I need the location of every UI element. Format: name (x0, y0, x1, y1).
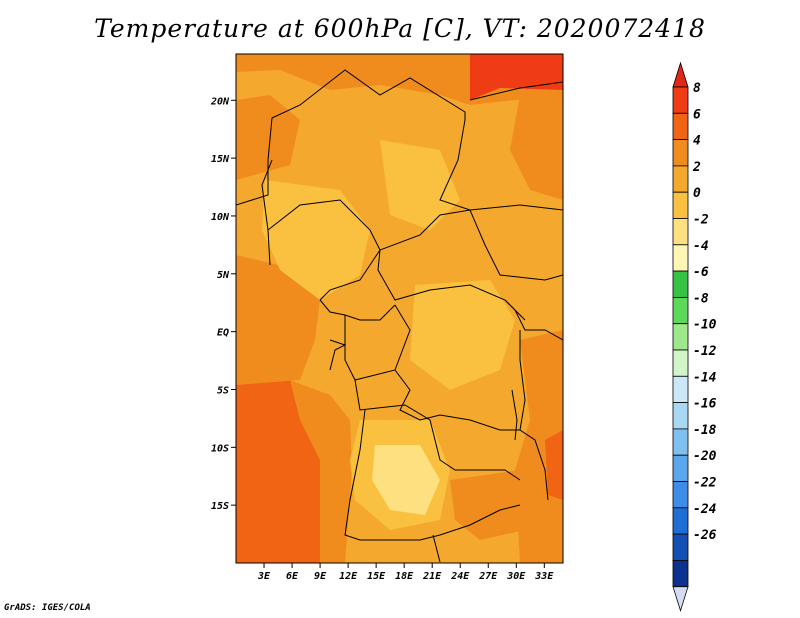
colorbar-label: -4 (693, 239, 709, 254)
colorbar-swatch (672, 375, 689, 403)
colorbar-label: -10 (693, 318, 717, 333)
colorbar-swatch (672, 402, 689, 430)
colorbar-label: -8 (693, 291, 709, 306)
lon-tick-label: 33E (534, 571, 554, 582)
temperature-field (236, 54, 563, 563)
colorbar-label: -6 (693, 265, 709, 280)
lon-tick-label: 3E (257, 571, 271, 582)
colorbar-swatch (672, 481, 689, 509)
colorbar-label: -12 (693, 344, 717, 359)
colorbar-swatch (672, 218, 689, 246)
longitude-axis: 3E 6E 9E 12E 15E 18E 21E 24E 27E 30E 33E (257, 563, 554, 582)
colorbar-label: 0 (693, 186, 701, 201)
colorbar-swatch (672, 560, 689, 588)
lon-tick-label: 24E (450, 571, 470, 582)
lon-tick-label: 30E (506, 571, 526, 582)
colorbar-label: 6 (693, 107, 701, 122)
colorbar-label: -22 (693, 476, 717, 491)
lat-tick-label: 20N (210, 96, 230, 107)
lon-tick-label: 21E (422, 571, 442, 582)
colorbar-swatch (672, 165, 689, 193)
lat-tick-label: 15S (211, 501, 229, 512)
colorbar-label: -26 (693, 528, 717, 543)
lat-tick-label: 15N (211, 154, 230, 165)
colorbar-label: 4 (693, 134, 701, 149)
colorbar-swatch (672, 454, 689, 482)
colorbar-swatch (672, 139, 689, 167)
lon-tick-label: 18E (395, 571, 414, 582)
map-frame (235, 53, 564, 564)
colorbar-label: -16 (693, 397, 717, 412)
lon-tick-label: 15E (367, 571, 386, 582)
colorbar-label: -2 (693, 213, 709, 228)
lat-tick-label: 10S (211, 443, 229, 454)
lat-tick-label: 5S (217, 385, 229, 396)
lon-tick-label: 9E (314, 571, 327, 582)
colorbar-swatch (672, 428, 689, 456)
colorbar-swatch (672, 507, 689, 535)
colorbar-swatch (672, 349, 689, 377)
country-borders (236, 69, 563, 563)
colorbar-label: 8 (693, 81, 701, 96)
colorbar-swatch (672, 191, 689, 219)
lat-tick-label: 5N (217, 270, 230, 281)
latitude-axis: 20N 15N 10N 5N EQ 5S 10S 15S (210, 96, 236, 512)
colorbar-label: -14 (693, 370, 717, 385)
lat-tick-label: EQ (217, 328, 229, 339)
colorbar-label: 2 (692, 160, 701, 175)
lon-tick-label: 6E (286, 571, 299, 582)
colorbar-swatch (672, 533, 689, 561)
lat-tick-label: 10N (211, 212, 230, 223)
colorbar: 8 6 4 2 0 -2 -4 -6 -8 -10 -12 -14 -16 -18 -20 -22 -24 -26 (672, 61, 717, 613)
colorbar-swatch (672, 270, 689, 298)
colorbar-label: -20 (693, 449, 717, 464)
grads-credit: GrADS: IGES/COLA (4, 603, 91, 613)
colorbar-top-triangle (672, 61, 689, 88)
colorbar-swatch (672, 86, 689, 114)
lon-tick-label: 27E (478, 571, 498, 582)
colorbar-bottom-triangle (672, 586, 689, 613)
colorbar-swatch (672, 244, 689, 272)
colorbar-swatch (672, 296, 689, 325)
colorbar-swatch (672, 323, 689, 351)
colorbar-label: -18 (693, 423, 717, 438)
colorbar-label: -24 (693, 502, 717, 517)
map-title: Temperature at 600hPa [C], VT: 202007241… (94, 14, 706, 43)
lon-tick-label: 12E (339, 571, 358, 582)
colorbar-swatch (672, 112, 689, 141)
